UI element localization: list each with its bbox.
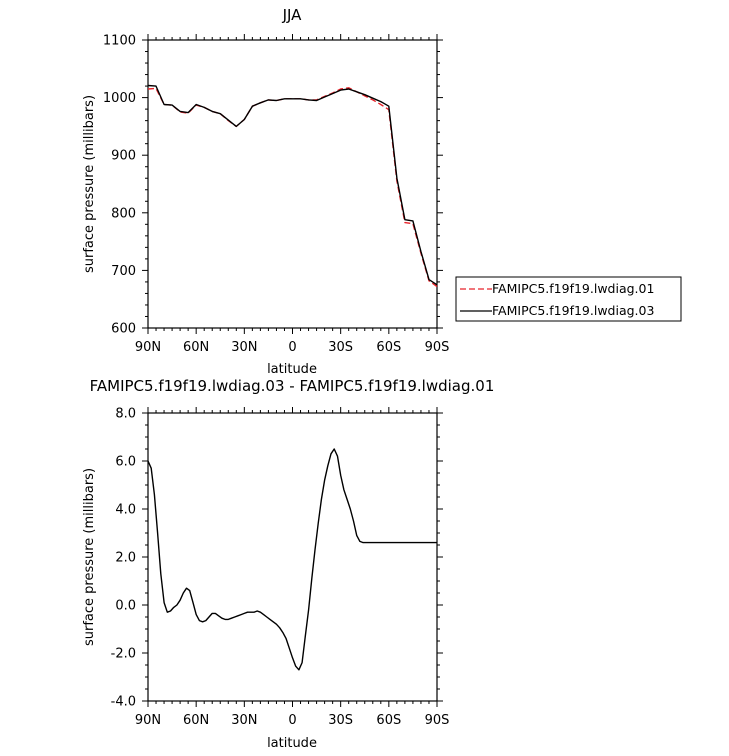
plot-frame bbox=[147, 39, 438, 329]
legend-frame bbox=[455, 276, 682, 322]
axis-ticks: 90N 60N 30N 0 30S 60S 90S -4.0 -2.0 0.0 2.0 4.0 6.0 8… bbox=[111, 407, 450, 729]
x-tick-label: 60S bbox=[376, 713, 401, 728]
series-line-1 bbox=[147, 448, 437, 671]
y-tick-label: 600 bbox=[111, 322, 136, 337]
x-tick-label: 90S bbox=[425, 713, 450, 728]
y-axis-label: surface pressure (millibars) bbox=[82, 95, 97, 273]
x-tick-label: 30N bbox=[231, 713, 257, 728]
y-tick-label: 4.0 bbox=[115, 503, 136, 518]
y-tick-label: 6.0 bbox=[115, 455, 136, 470]
x-tick-label: 90N bbox=[135, 713, 161, 728]
x-tick-label: 60N bbox=[183, 713, 209, 728]
legend-label-series-1: FAMIPC5.f19f19.lwdiag.01 bbox=[492, 281, 654, 296]
x-tick-label: 60N bbox=[183, 340, 209, 355]
series-group bbox=[147, 84, 438, 288]
y-axis-label: surface pressure (millibars) bbox=[82, 468, 97, 646]
legend: FAMIPC5.f19f19.lwdiag.01 FAMIPC5.f19f19.… bbox=[455, 276, 682, 322]
x-tick-label: 30S bbox=[328, 713, 353, 728]
x-tick-label: 0 bbox=[288, 340, 296, 355]
y-tick-label: -2.0 bbox=[111, 647, 136, 662]
y-tick-label: 1100 bbox=[103, 34, 136, 49]
y-tick-label: 2.0 bbox=[115, 551, 136, 566]
series-line-2 bbox=[147, 84, 438, 286]
y-tick-label: -4.0 bbox=[111, 695, 136, 710]
x-tick-label: 0 bbox=[288, 713, 296, 728]
chart-title: JJA bbox=[282, 6, 303, 24]
x-tick-label: 90N bbox=[135, 340, 161, 355]
x-tick-label: 60S bbox=[376, 340, 401, 355]
y-tick-label: 900 bbox=[111, 149, 136, 164]
x-tick-label: 30S bbox=[328, 340, 353, 355]
pressure-chart-panel: JJA 90N 60N 30N 0 30S 60S 90S 600 700 800 900 1000 1… bbox=[82, 6, 449, 377]
axis-ticks: 90N 60N 30N 0 30S 60S 90S 600 700 800 900 1000 1100 bbox=[103, 34, 449, 356]
y-tick-label: 0.0 bbox=[115, 599, 136, 614]
x-tick-label: 90S bbox=[425, 340, 450, 355]
x-tick-label: 30N bbox=[231, 340, 257, 355]
series-group bbox=[147, 448, 437, 671]
y-tick-label: 700 bbox=[111, 264, 136, 279]
series-line-1 bbox=[147, 87, 438, 288]
x-axis-label: latitude bbox=[267, 362, 317, 377]
chart-title: FAMIPC5.f19f19.lwdiag.03 - FAMIPC5.f19f1… bbox=[90, 377, 495, 395]
difference-chart-panel: FAMIPC5.f19f19.lwdiag.03 - FAMIPC5.f19f1… bbox=[82, 377, 494, 751]
y-tick-label: 8.0 bbox=[115, 407, 136, 422]
legend-label-series-2: FAMIPC5.f19f19.lwdiag.03 bbox=[492, 303, 654, 318]
y-tick-label: 1000 bbox=[103, 91, 136, 106]
x-axis-label: latitude bbox=[267, 736, 317, 751]
y-tick-label: 800 bbox=[111, 206, 136, 221]
